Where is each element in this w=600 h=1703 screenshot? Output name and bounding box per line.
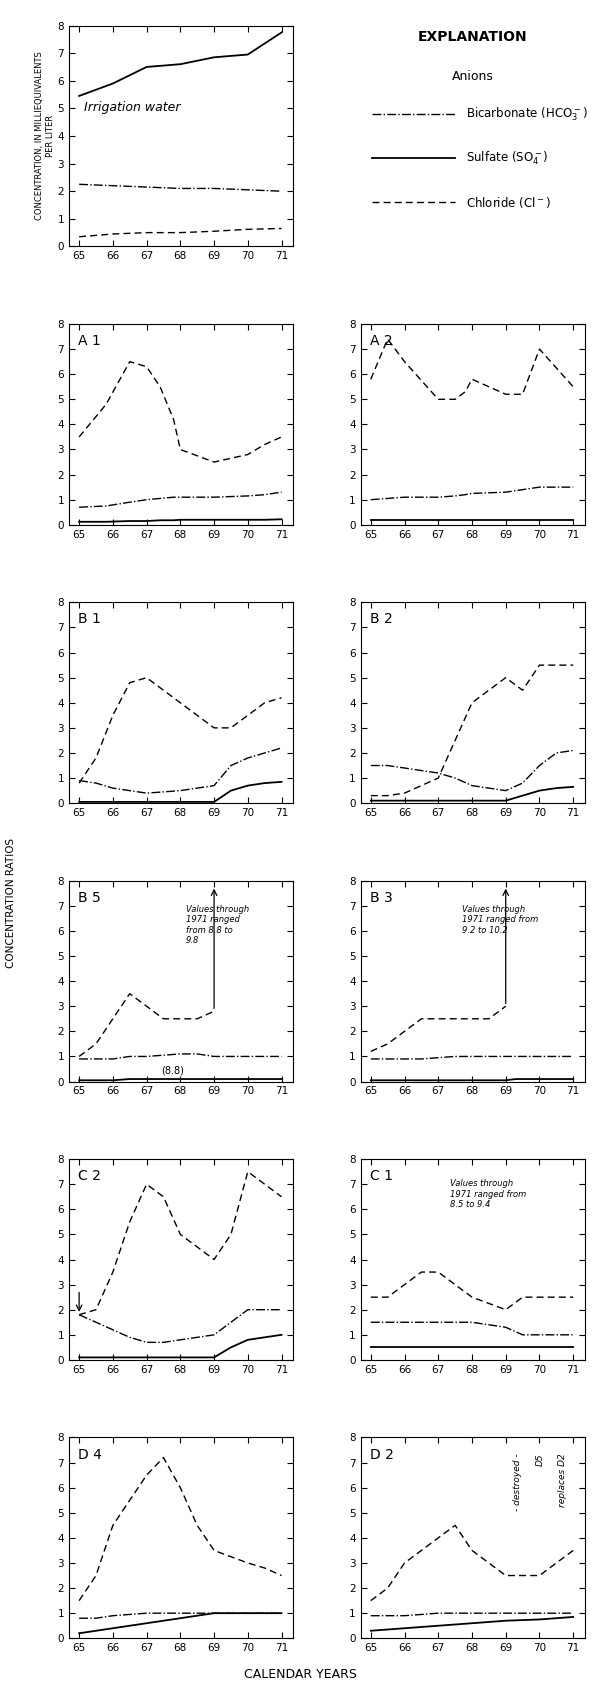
Text: B 2: B 2 (370, 613, 392, 627)
Text: CALENDAR YEARS: CALENDAR YEARS (244, 1667, 356, 1681)
Text: Values through
1971 ranged from
9.2 to 10.2: Values through 1971 ranged from 9.2 to 1… (461, 904, 538, 935)
Text: Bicarbonate (HCO$_3^-$): Bicarbonate (HCO$_3^-$) (466, 106, 588, 123)
Text: C 1: C 1 (370, 1170, 392, 1184)
Text: CONCENTRATION RATIOS: CONCENTRATION RATIOS (6, 838, 16, 967)
Text: D 2: D 2 (370, 1448, 394, 1461)
Text: Values through
1971 ranged
from 8.8 to
9.8: Values through 1971 ranged from 8.8 to 9… (185, 904, 249, 945)
Text: B 3: B 3 (370, 891, 392, 904)
Text: D 4: D 4 (78, 1448, 102, 1461)
Text: D5: D5 (536, 1454, 545, 1466)
Text: B 1: B 1 (78, 613, 101, 627)
Text: B 5: B 5 (78, 891, 101, 904)
Text: Sulfate (SO$_4^-$): Sulfate (SO$_4^-$) (466, 150, 548, 167)
Text: A 1: A 1 (78, 334, 101, 347)
Text: Irrigation water: Irrigation water (84, 100, 181, 114)
Text: - destroyed -: - destroyed - (513, 1454, 522, 1511)
Text: EXPLANATION: EXPLANATION (418, 31, 527, 44)
Y-axis label: CONCENTRATION, IN MILLIEQUIVALENTS
PER LITER: CONCENTRATION, IN MILLIEQUIVALENTS PER L… (35, 51, 55, 220)
Text: A 2: A 2 (370, 334, 392, 347)
Text: Values through
1971 ranged from
8.5 to 9.4: Values through 1971 ranged from 8.5 to 9… (451, 1178, 527, 1209)
Text: C 2: C 2 (78, 1170, 101, 1184)
Text: (8.8): (8.8) (161, 1066, 184, 1076)
Text: Chloride (Cl$^-$): Chloride (Cl$^-$) (466, 194, 551, 209)
Text: Anions: Anions (452, 70, 494, 83)
Text: replaces D2: replaces D2 (558, 1454, 567, 1507)
